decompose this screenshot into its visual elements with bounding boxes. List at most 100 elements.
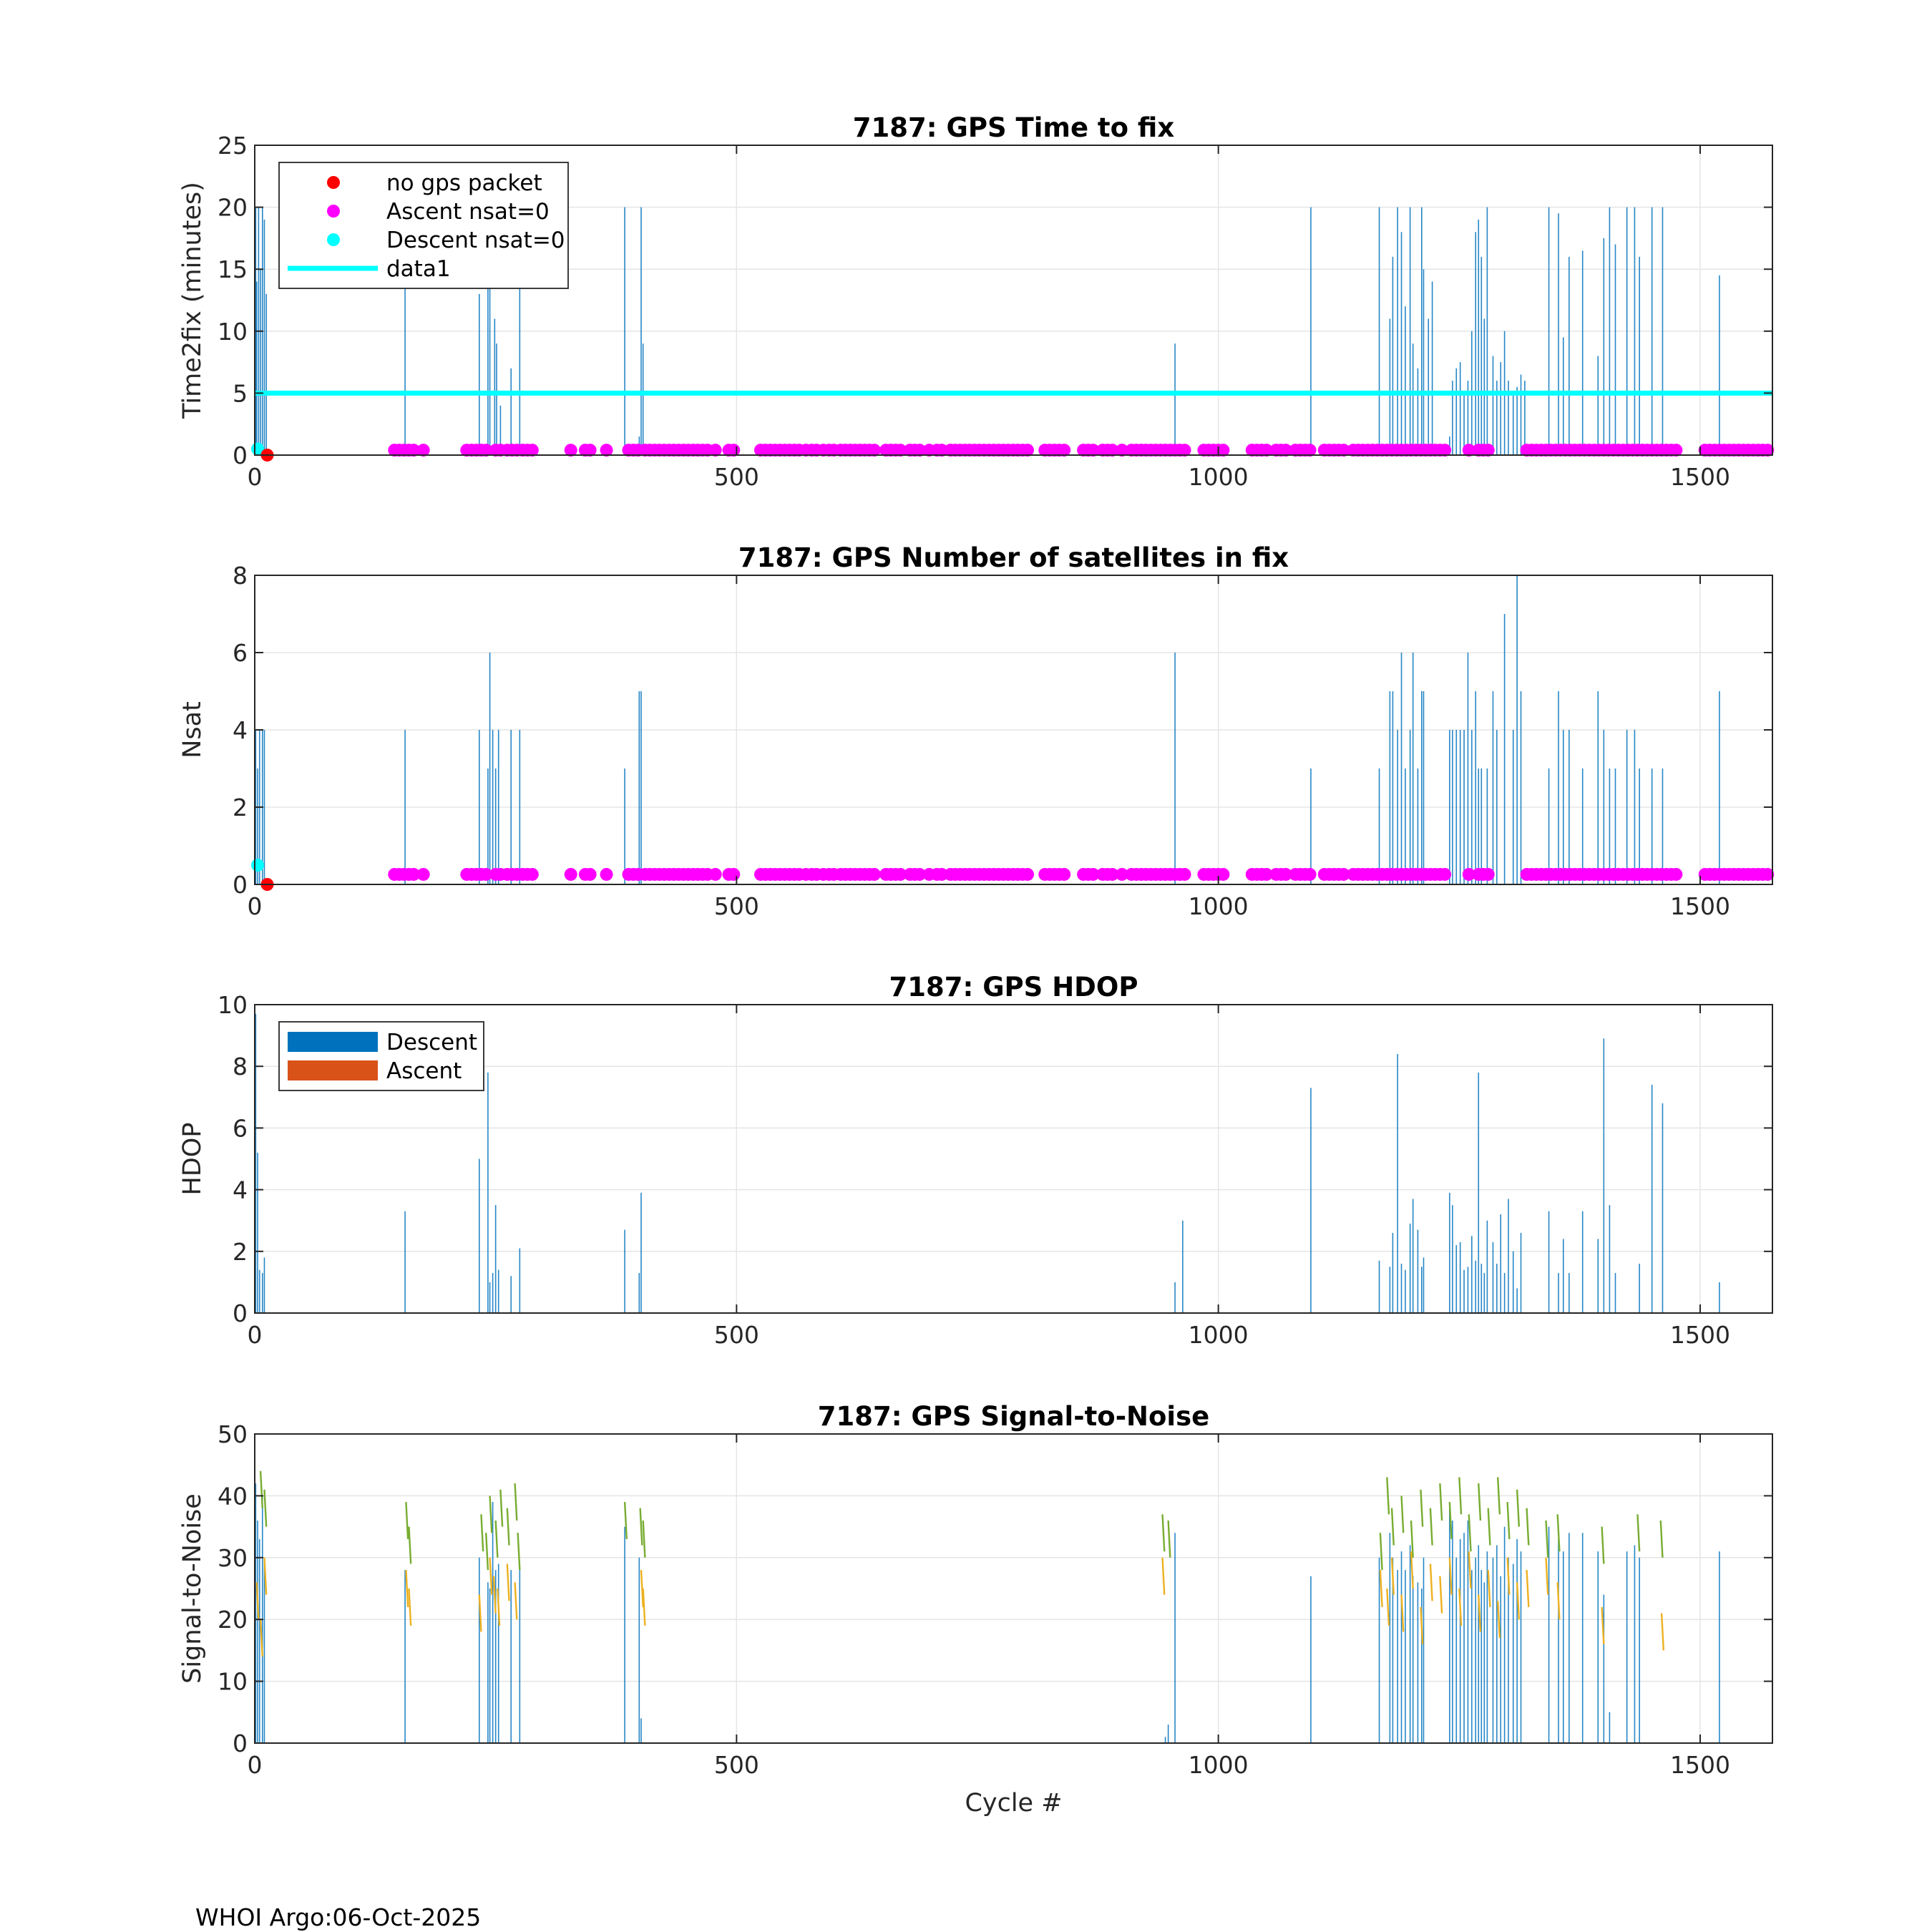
time2fix-ascent-nsat0-marker: [1106, 444, 1119, 457]
snr-y-tick-label: 0: [233, 1729, 248, 1757]
nsat-ascent-nsat0-marker: [1337, 867, 1350, 881]
hdop-y-tick-label: 4: [233, 1176, 248, 1204]
time2fix-ascent-nsat0-marker: [1337, 444, 1350, 457]
snr-orange-segment: [1468, 1551, 1472, 1589]
nsat-y-tick-label: 4: [233, 716, 248, 744]
nsat-x-tick-label: 1000: [1189, 892, 1249, 920]
hdop-x-tick-label: 0: [248, 1321, 263, 1349]
nsat-ascent-nsat0-marker: [1216, 867, 1230, 881]
nsat-title: 7187: GPS Number of satellites in fix: [738, 542, 1289, 573]
footer-label: WHOI Argo:06-Oct-2025: [195, 1903, 482, 1931]
hdop-chart: 0 500 1000 1500 0 2 4 6 8 10 7187: GPS HDOP HDOP Des…: [178, 972, 1773, 1349]
snr-green-segment: [1545, 1520, 1549, 1558]
snr-green-segment: [1497, 1477, 1501, 1515]
snr-green-segment: [1526, 1508, 1530, 1546]
time2fix-ascent-nsat0-marker: [1462, 444, 1475, 457]
snr-y-tick-label: 10: [218, 1668, 248, 1696]
snr-orange-segment: [1386, 1588, 1390, 1626]
hdop-x-tick-label: 1000: [1189, 1321, 1249, 1349]
hdop-y-axis-label: HDOP: [178, 1123, 207, 1196]
nsat-y-tick-label: 2: [233, 794, 248, 821]
nsat-y-tick-label: 6: [233, 639, 248, 667]
snr-orange-segment: [497, 1588, 501, 1626]
snr-green-segment: [263, 1489, 268, 1527]
snr-orange-segment: [1545, 1557, 1549, 1595]
time2fix-ascent-nsat0-marker: [1438, 444, 1452, 457]
time2fix-legend-label: data1: [386, 256, 451, 282]
hdop-y-tick-label: 8: [233, 1053, 248, 1080]
snr-green-segment: [489, 1496, 493, 1533]
hdop-legend-patch: [288, 1060, 378, 1080]
time2fix-ascent-nsat0-marker: [1116, 444, 1128, 457]
snr-orange-segment: [1161, 1557, 1166, 1595]
time2fix-ascent-nsat0-marker: [1303, 444, 1317, 457]
nsat-ascent-nsat0-marker: [1761, 867, 1775, 881]
snr-green-segment: [1601, 1526, 1605, 1564]
nsat-ascent-nsat0-marker: [727, 867, 741, 881]
time2fix-ascent-nsat0-marker: [525, 444, 539, 457]
time2fix-x-tick-label: 0: [248, 463, 263, 491]
nsat-ascent-nsat0-marker: [1116, 867, 1128, 881]
snr-x-tick-label: 1500: [1670, 1751, 1730, 1779]
nsat-ascent-nsat0-marker: [894, 867, 907, 881]
snr-orange-segment: [642, 1588, 646, 1626]
nsat-ascent-nsat0-marker: [1260, 867, 1273, 881]
hdop-legend-patch: [288, 1032, 378, 1052]
nsat-ascent-nsat0-marker: [407, 867, 421, 881]
time2fix-legend-marker: [327, 176, 340, 189]
nsat-ascent-nsat0-marker: [1303, 867, 1317, 881]
snr-y-tick-label: 30: [218, 1544, 248, 1572]
snr-orange-segment: [1390, 1557, 1395, 1595]
nsat-x-tick-label: 0: [248, 892, 263, 920]
time2fix-chart: 0 500 1000 1500 0 5 10 15 20 25 7187: GPS Time to …: [178, 112, 1775, 491]
snr-green-segment: [1386, 1477, 1390, 1515]
snr-plot-area: [255, 1434, 1772, 1743]
hdop-y-tick-label: 2: [233, 1238, 248, 1266]
snr-green-segment: [1458, 1477, 1463, 1515]
nsat-ascent-nsat0-marker: [1178, 867, 1191, 881]
snr-orange-segment: [405, 1570, 409, 1607]
snr-orange-segment: [1497, 1601, 1501, 1639]
time2fix-x-tick-label: 500: [714, 463, 759, 491]
nsat-chart: 0 500 1000 1500 0 2 4 6 8 7187: GPS Number of sat…: [178, 542, 1775, 920]
time2fix-legend-marker: [327, 233, 340, 246]
nsat-ascent-nsat0-marker: [913, 867, 927, 881]
snr-green-segment: [1167, 1520, 1171, 1558]
snr-orange-segment: [1400, 1594, 1405, 1632]
nsat-ascent-nsat0-marker: [1481, 867, 1495, 881]
snr-green-segment: [1161, 1514, 1166, 1552]
nsat-ascent-nsat0-marker: [1669, 867, 1683, 881]
time2fix-y-tick-label: 0: [233, 441, 248, 469]
snr-green-segment: [642, 1520, 646, 1558]
hdop-legend-label: Ascent: [386, 1058, 462, 1084]
nsat-y-tick-label: 0: [233, 871, 248, 899]
snr-orange-segment: [506, 1563, 510, 1601]
snr-green-segment: [517, 1533, 521, 1571]
snr-orange-segment: [1487, 1570, 1491, 1607]
snr-green-segment: [1487, 1508, 1491, 1546]
snr-orange-segment: [1660, 1613, 1665, 1651]
nsat-y-tick-label: 8: [233, 562, 248, 590]
time2fix-legend-marker: [327, 205, 340, 218]
time2fix-title: 7187: GPS Time to fix: [853, 112, 1175, 143]
time2fix-ascent-nsat0-marker: [894, 444, 907, 457]
snr-orange-segment: [1379, 1570, 1383, 1607]
snr-orange-segment: [1420, 1606, 1424, 1644]
snr-x-tick-label: 500: [714, 1751, 759, 1779]
snr-green-segment: [1410, 1520, 1414, 1558]
time2fix-legend-label: no gps packet: [386, 170, 542, 196]
nsat-ascent-nsat0-marker: [1279, 867, 1292, 881]
snr-orange-segment: [1429, 1563, 1433, 1601]
snr-green-segment: [499, 1489, 504, 1527]
snr-green-segment: [1400, 1496, 1405, 1533]
time2fix-legend-label: Descent nsat=0: [386, 228, 565, 253]
nsat-ascent-nsat0-marker: [479, 867, 493, 881]
time2fix-ascent-nsat0-marker: [479, 444, 493, 457]
snr-green-segment: [1439, 1483, 1443, 1521]
nsat-ascent-nsat0-marker: [1462, 867, 1475, 881]
nsat-ascent-nsat0-marker: [600, 867, 613, 881]
time2fix-y-tick-label: 15: [218, 255, 248, 283]
snr-chart: 0 500 1000 1500 0 10 20 30 40 50 7187: GPS Signal-…: [178, 1401, 1773, 1818]
nsat-ascent-nsat0-marker: [1058, 867, 1071, 881]
